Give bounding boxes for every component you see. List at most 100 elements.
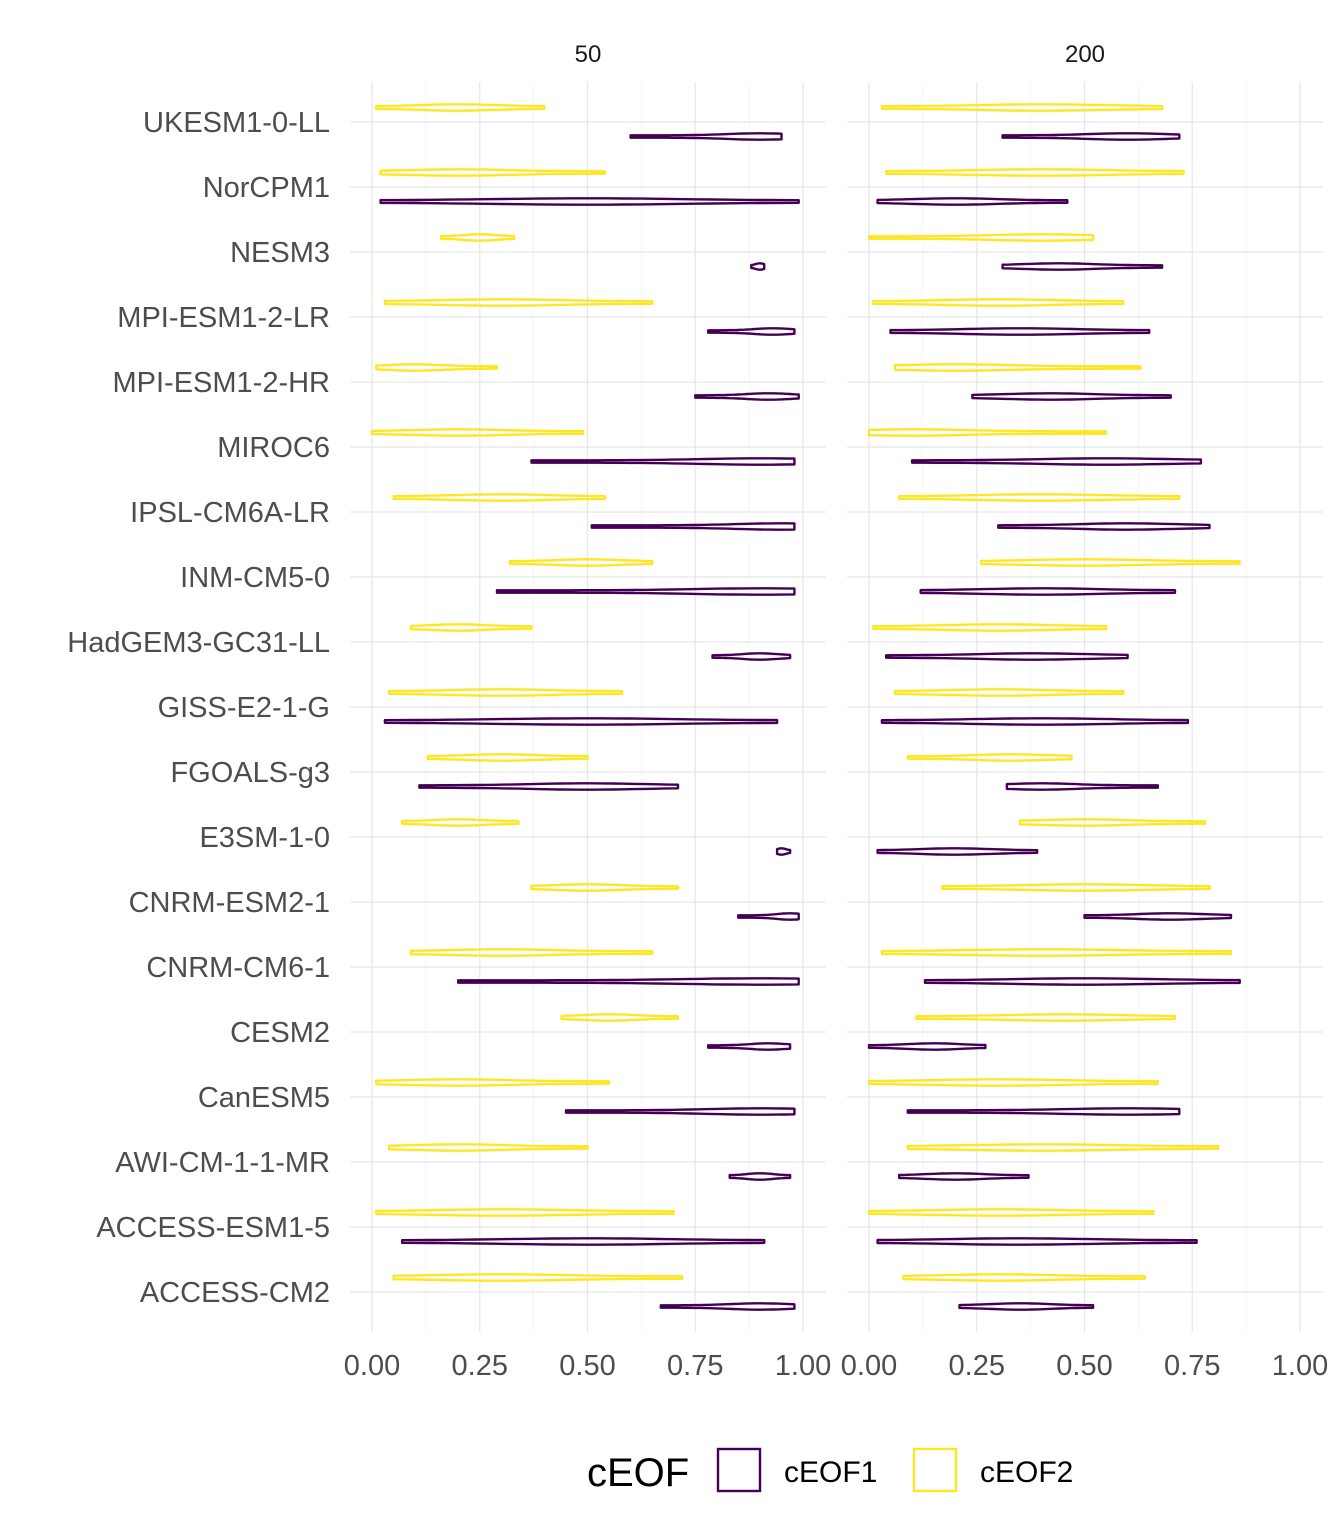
legend-title: cEOF — [587, 1451, 689, 1495]
violin-50-ceof2-nesm3 — [439, 233, 516, 242]
violin-200-ceof1-access-cm2 — [958, 1302, 1095, 1311]
violin-200-ceof2-mpi-esm1-2-lr — [872, 298, 1125, 307]
x-tick-label: 0.00 — [344, 1350, 400, 1382]
violin-200-ceof1-miroc6 — [910, 457, 1203, 466]
violin-50-ceof2-miroc6 — [370, 428, 585, 437]
y-tick-label: MPI-ESM1-2-HR — [112, 367, 330, 399]
violin-200-ceof1-e3sm-1-0 — [876, 847, 1039, 856]
violin-50-ceof1-miroc6 — [530, 457, 796, 466]
violin-200-ceof1-norcpm1 — [876, 197, 1069, 206]
violin-50-ceof1-canesm5 — [564, 1107, 796, 1116]
x-tick-label: 0.00 — [841, 1350, 897, 1382]
violin-50-ceof2-mpi-esm1-2-lr — [383, 298, 654, 307]
violin-200-ceof1-ukesm1-0-ll — [1001, 132, 1181, 141]
violin-50-ceof1-hadgem3-gc31-ll — [711, 652, 792, 661]
violin-50-ceof2-inm-cm5-0 — [508, 558, 654, 567]
violin-50-ceof1-mpi-esm1-2-hr — [694, 392, 800, 401]
violin-200-ceof2-inm-cm5-0 — [979, 558, 1241, 567]
violin-50-ceof1-ipsl-cm6a-lr — [590, 522, 796, 531]
violin-50-ceof2-fgoals-g3 — [426, 753, 589, 762]
violin-200-ceof2-mpi-esm1-2-hr — [893, 363, 1142, 372]
violin-200-ceof1-cnrm-cm6-1 — [923, 977, 1241, 986]
violin-50-ceof1-awi-cm-1-1-mr — [728, 1172, 792, 1181]
legend-label: cEOF2 — [980, 1456, 1073, 1489]
y-tick-label: ACCESS-ESM1-5 — [96, 1212, 330, 1244]
y-tick-label: INM-CM5-0 — [180, 562, 330, 594]
violin-200-ceof1-inm-cm5-0 — [919, 587, 1177, 596]
y-tick-label: HadGEM3-GC31-LL — [67, 627, 330, 659]
violin-200-ceof2-canesm5 — [867, 1078, 1159, 1087]
legend-key-ceof2 — [912, 1447, 958, 1493]
violin-200-ceof1-access-esm1-5 — [876, 1237, 1198, 1246]
x-tick-label: 1.00 — [1272, 1350, 1328, 1382]
violin-200-ceof2-access-esm1-5 — [867, 1208, 1155, 1217]
violin-200-ceof1-giss-e2-1-g — [880, 717, 1190, 726]
y-tick-label: AWI-CM-1-1-MR — [115, 1147, 330, 1179]
violin-200-ceof2-e3sm-1-0 — [1018, 818, 1207, 827]
y-tick-label: CNRM-CM6-1 — [146, 952, 330, 984]
y-tick-label: E3SM-1-0 — [199, 822, 330, 854]
violin-200-ceof1-mpi-esm1-2-lr — [889, 327, 1151, 336]
y-tick-label: NESM3 — [230, 237, 330, 269]
violin-50-ceof2-mpi-esm1-2-hr — [375, 363, 499, 372]
y-tick-label: CESM2 — [230, 1017, 330, 1049]
x-tick-label: 0.75 — [1164, 1350, 1220, 1382]
violin-50-ceof1-e3sm-1-0 — [775, 847, 792, 856]
violin-200-ceof2-hadgem3-gc31-ll — [872, 623, 1108, 632]
violin-200-ceof1-ipsl-cm6a-lr — [997, 522, 1211, 531]
y-tick-label: MPI-ESM1-2-LR — [117, 302, 330, 334]
y-tick-label: CanESM5 — [198, 1082, 330, 1114]
violin-200-ceof1-nesm3 — [1001, 262, 1164, 271]
y-tick-label: CNRM-ESM2-1 — [129, 887, 330, 919]
y-tick-label: IPSL-CM6A-LR — [130, 497, 330, 529]
violin-50-ceof1-fgoals-g3 — [418, 782, 680, 791]
facet-label: 200 — [1065, 41, 1105, 68]
violin-50-ceof2-access-esm1-5 — [375, 1208, 675, 1217]
violin-50-ceof2-cnrm-esm2-1 — [530, 883, 680, 892]
violin-200-ceof1-fgoals-g3 — [1005, 782, 1159, 791]
violin-50-ceof1-cesm2 — [707, 1042, 792, 1051]
violin-50-ceof1-nesm3 — [750, 262, 766, 271]
y-tick-label: UKESM1-0-LL — [143, 107, 330, 139]
x-tick-label: 1.00 — [775, 1350, 831, 1382]
violin-200-ceof1-mpi-esm1-2-hr — [971, 392, 1172, 401]
y-tick-label: ACCESS-CM2 — [140, 1277, 330, 1309]
violin-200-ceof2-ukesm1-0-ll — [880, 103, 1164, 112]
violin-50-ceof1-cnrm-cm6-1 — [457, 977, 800, 986]
legend-label: cEOF1 — [784, 1456, 877, 1489]
legend: cEOF cEOF1 cEOF2 — [587, 1447, 1073, 1495]
violin-200-ceof2-cesm2 — [915, 1013, 1177, 1022]
grid-layer — [350, 82, 1323, 1332]
violin-200-ceof2-cnrm-cm6-1 — [880, 948, 1233, 957]
violin-50-ceof1-access-cm2 — [659, 1302, 796, 1311]
violin-50-ceof1-mpi-esm1-2-lr — [707, 327, 796, 336]
y-tick-label: GISS-E2-1-G — [158, 692, 330, 724]
violin-200-ceof1-hadgem3-gc31-ll — [885, 652, 1129, 661]
violin-50-ceof2-ipsl-cm6a-lr — [392, 493, 606, 502]
x-tick-label: 0.50 — [1056, 1350, 1112, 1382]
y-tick-label: NorCPM1 — [203, 172, 330, 204]
violin-200-ceof1-cesm2 — [867, 1042, 987, 1051]
violin-200-ceof2-norcpm1 — [885, 168, 1185, 177]
x-tick-label: 0.25 — [452, 1350, 508, 1382]
violin-200-ceof2-ipsl-cm6a-lr — [898, 493, 1181, 502]
violin-50-ceof2-cnrm-cm6-1 — [409, 948, 654, 957]
legend-key-ceof1 — [716, 1447, 762, 1493]
violin-50-ceof2-ukesm1-0-ll — [375, 103, 546, 112]
violin-200-ceof1-canesm5 — [906, 1107, 1181, 1116]
violin-50-ceof1-inm-cm5-0 — [495, 587, 796, 596]
violin-50-ceof2-access-cm2 — [392, 1273, 684, 1282]
violin-200-ceof2-giss-e2-1-g — [893, 688, 1125, 697]
violin-50-ceof1-giss-e2-1-g — [383, 717, 779, 726]
violin-layer — [370, 103, 1241, 1311]
facet-label: 50 — [575, 41, 602, 68]
violin-200-ceof2-awi-cm-1-1-mr — [906, 1143, 1220, 1152]
violin-50-ceof1-cnrm-esm2-1 — [737, 912, 800, 921]
violin-50-ceof2-hadgem3-gc31-ll — [409, 623, 533, 632]
violin-50-ceof2-canesm5 — [375, 1078, 611, 1087]
violin-50-ceof2-awi-cm-1-1-mr — [388, 1143, 589, 1152]
violin-50-ceof1-access-esm1-5 — [401, 1237, 766, 1246]
violin-50-ceof2-cesm2 — [560, 1013, 680, 1022]
violin-200-ceof1-cnrm-esm2-1 — [1083, 912, 1233, 921]
